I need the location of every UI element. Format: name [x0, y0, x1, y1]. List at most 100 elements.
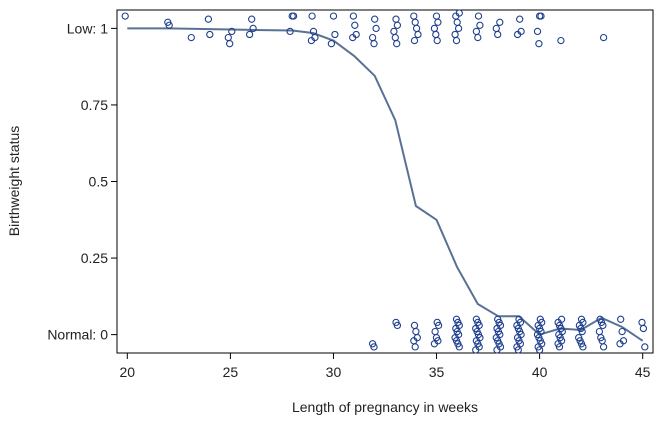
low-birthweight-point [432, 12, 441, 20]
low-birthweight-point [349, 33, 357, 42]
low-birthweight-point [430, 24, 439, 33]
y-tick-label: 0.75 [81, 97, 108, 113]
x-tick-label: 25 [223, 364, 239, 380]
low-birthweight-point [226, 40, 234, 48]
normal-birthweight-point [639, 324, 648, 333]
low-birthweight-point [393, 40, 401, 48]
low-birthweight-point [492, 24, 500, 33]
normal-birthweight-point [578, 327, 586, 336]
low-birthweight-point [351, 21, 359, 29]
low-birthweight-point [472, 27, 481, 36]
normal-birthweight-point [595, 327, 604, 336]
low-birthweight-point [392, 15, 400, 23]
y-axis-title: Birthweight status [6, 126, 22, 237]
x-axis-title: Length of pregnancy in weeks [292, 399, 478, 415]
low-birthweight-point [516, 15, 524, 23]
low-birthweight-point [452, 36, 461, 45]
y-tick-label: 0.5 [89, 174, 109, 190]
low-birthweight-point [289, 12, 298, 20]
x-tick-label: 40 [532, 364, 548, 380]
x-tick-label: 45 [635, 364, 651, 380]
points-layer [121, 9, 649, 354]
low-birthweight-point [513, 30, 522, 39]
low-birthweight-point [286, 27, 294, 36]
normal-birthweight-point [455, 343, 463, 351]
normal-birthweight-point [618, 327, 626, 336]
normal-birthweight-point [617, 315, 625, 323]
low-birthweight-point [331, 30, 339, 39]
low-birthweight-point [599, 33, 608, 42]
low-birthweight-point [393, 21, 402, 29]
normal-birthweight-point [579, 343, 587, 351]
low-birthweight-point [411, 18, 419, 26]
normal-birthweight-point [493, 346, 501, 354]
low-birthweight-point [121, 12, 129, 20]
low-birthweight-point [245, 30, 254, 39]
normal-birthweight-point [638, 318, 646, 327]
normal-birthweight-point [434, 321, 443, 330]
low-birthweight-point [368, 33, 377, 42]
low-birthweight-point [308, 12, 316, 20]
low-birthweight-point [451, 30, 459, 39]
low-birthweight-point [187, 33, 195, 42]
low-birthweight-point [537, 12, 545, 20]
y-tick-label: Low: 1 [67, 20, 108, 36]
low-birthweight-point [224, 33, 232, 42]
normal-birthweight-point [370, 343, 378, 351]
low-birthweight-point [474, 12, 483, 20]
normal-birthweight-point [599, 343, 608, 351]
x-tick-label: 30 [326, 364, 342, 380]
low-birthweight-point [307, 36, 316, 45]
smoother-layer [127, 27, 644, 342]
low-birthweight-point [557, 36, 565, 45]
normal-birthweight-point [410, 321, 419, 330]
low-birthweight-point [433, 36, 441, 45]
normal-birthweight-point [393, 321, 402, 330]
low-birthweight-point [533, 27, 542, 36]
low-birthweight-point [349, 12, 358, 20]
normal-birthweight-point [535, 346, 544, 354]
normal-birthweight-point [616, 340, 624, 348]
low-birthweight-point [372, 24, 380, 33]
normal-birthweight-point [514, 346, 522, 354]
low-birthweight-point [474, 33, 482, 42]
low-birthweight-point [494, 30, 502, 39]
low-birthweight-point [410, 12, 418, 20]
low-birthweight-point [496, 18, 504, 26]
low-birthweight-point [249, 24, 257, 33]
y-axis: Normal: 0 0.25 0.5 0.75 Low: 1 [47, 20, 117, 343]
normal-birthweight-point [411, 343, 419, 351]
low-birthweight-point [414, 30, 422, 39]
normal-birthweight-point [430, 340, 439, 348]
low-birthweight-point [410, 36, 419, 45]
low-birthweight-point [432, 30, 440, 39]
low-birthweight-point [370, 40, 378, 48]
low-birthweight-point [248, 15, 256, 23]
low-birthweight-point [390, 27, 398, 36]
x-tick-label: 35 [429, 364, 445, 380]
normal-birthweight-point [431, 327, 439, 336]
normal-birthweight-point [599, 321, 607, 330]
x-tick-label: 20 [120, 364, 136, 380]
low-birthweight-point [371, 15, 379, 23]
low-birthweight-point [476, 21, 484, 29]
low-birthweight-point [535, 40, 543, 48]
low-birthweight-point [391, 33, 399, 42]
normal-birthweight-point [641, 343, 649, 351]
normal-birthweight-point [555, 343, 564, 351]
low-birthweight-point [165, 21, 173, 29]
smoother-line [127, 27, 644, 342]
low-birthweight-point [454, 24, 463, 33]
low-birthweight-point [206, 30, 214, 39]
plot-frame [116, 9, 654, 354]
low-birthweight-point [412, 24, 421, 33]
low-birthweight-point [453, 18, 461, 26]
normal-birthweight-point [412, 327, 420, 336]
x-axis: 20 25 30 35 40 45 [120, 353, 651, 380]
y-tick-label: 0.25 [81, 250, 108, 266]
low-birthweight-point [434, 18, 442, 26]
low-birthweight-point [228, 27, 236, 36]
low-birthweight-point [204, 15, 213, 23]
normal-birthweight-point [472, 346, 480, 354]
